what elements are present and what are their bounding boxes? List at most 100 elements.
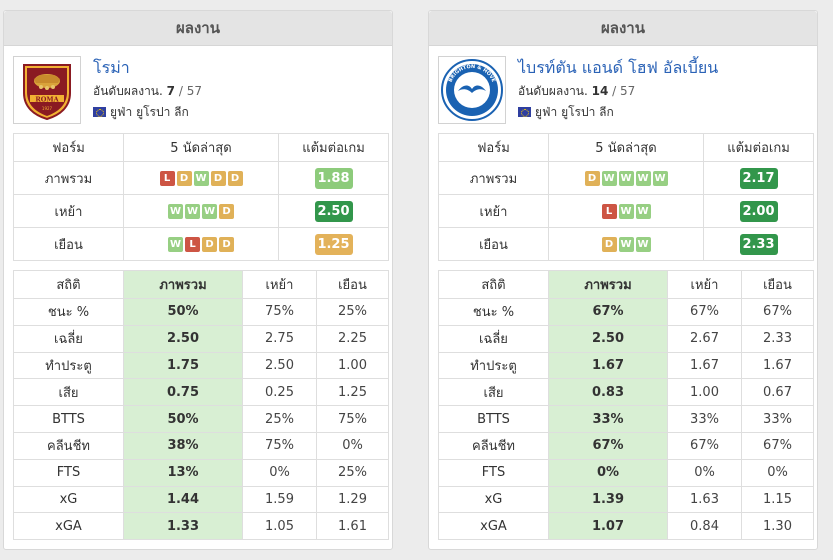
stat-label: คลีนชีท bbox=[13, 431, 124, 460]
stat-label: ทำประตู bbox=[438, 351, 549, 380]
result-badge[interactable]: W bbox=[193, 170, 209, 186]
result-badge[interactable]: D bbox=[219, 236, 234, 252]
stats-row: ชนะ % 67% 67% 67% bbox=[438, 298, 814, 326]
result-badge[interactable]: W bbox=[202, 203, 217, 219]
result-badge[interactable]: W bbox=[618, 170, 634, 186]
stat-value: 75% bbox=[316, 405, 389, 433]
stat-value: 33% bbox=[548, 405, 668, 433]
result-badge[interactable]: W bbox=[618, 236, 634, 252]
stat-label: เฉลี่ย bbox=[13, 324, 124, 353]
rank-label: อันดับผลงาน. bbox=[93, 84, 163, 98]
result-badge[interactable]: W bbox=[635, 203, 651, 219]
ppg-cell: 2.33 bbox=[703, 227, 814, 261]
result-badge[interactable]: W bbox=[185, 203, 200, 219]
stat-value: 67% bbox=[741, 431, 814, 460]
result-badge[interactable]: D bbox=[202, 236, 217, 252]
result-badge[interactable]: D bbox=[584, 170, 600, 186]
ppg-cell: 1.88 bbox=[278, 161, 389, 195]
result-badge[interactable]: W bbox=[635, 236, 651, 252]
result-badge[interactable]: D bbox=[219, 203, 234, 219]
result-badge[interactable]: W bbox=[601, 170, 617, 186]
panel-title: ผลงาน bbox=[4, 11, 392, 46]
roma-crest-icon[interactable]: ROMA 1927 bbox=[13, 56, 81, 124]
result-badge[interactable]: W bbox=[168, 203, 183, 219]
stat-value: 1.61 bbox=[316, 512, 389, 541]
svg-text:1927: 1927 bbox=[42, 106, 53, 111]
stat-value: 67% bbox=[548, 431, 668, 460]
result-badge[interactable]: L bbox=[601, 203, 617, 219]
form-header-ppg: แต้มต่อเกม bbox=[278, 133, 389, 162]
result-badge[interactable]: L bbox=[159, 170, 175, 186]
result-badge[interactable]: W bbox=[652, 170, 668, 186]
rank-total: / 57 bbox=[175, 84, 202, 98]
ppg-cell: 2.50 bbox=[278, 194, 389, 228]
svg-text:ALBION: ALBION bbox=[461, 101, 483, 110]
result-badge[interactable]: L bbox=[185, 236, 200, 252]
stat-value: 0.84 bbox=[667, 512, 742, 541]
stat-value: 25% bbox=[242, 405, 317, 433]
stats-row: คลีนชีท 67% 67% 67% bbox=[438, 431, 814, 460]
stat-value: 2.67 bbox=[667, 324, 742, 353]
form-header-form: ฟอร์ม bbox=[438, 133, 549, 162]
team-league[interactable]: ยูฟ่า ยูโรปา ลีก bbox=[518, 103, 614, 122]
form-header-row: ฟอร์ม 5 นัดล่าสุด แต้มต่อเกม bbox=[438, 133, 814, 162]
team-league[interactable]: ยูฟ่า ยูโรปา ลีก bbox=[93, 103, 189, 122]
stat-value: 13% bbox=[123, 458, 243, 487]
stat-value: 25% bbox=[316, 298, 389, 326]
stats-header-row: สถิติ ภาพรวม เหย้า เยือน bbox=[438, 270, 814, 299]
stat-label: ทำประตู bbox=[13, 351, 124, 380]
stat-value: 0% bbox=[242, 458, 317, 487]
stats-row: xG 1.44 1.59 1.29 bbox=[13, 485, 389, 514]
stat-value: 75% bbox=[242, 431, 317, 460]
stat-value: 0.83 bbox=[548, 378, 668, 407]
stat-value: 2.50 bbox=[123, 324, 243, 353]
form-row-label: ภาพรวม bbox=[438, 161, 549, 195]
result-badge[interactable]: D bbox=[601, 236, 617, 252]
brighton-crest-icon[interactable]: BRIGHTON & HOVE ALBION bbox=[438, 56, 506, 124]
ppg-cell: 1.25 bbox=[278, 227, 389, 261]
team-rank: อันดับผลงาน. 7 / 57 bbox=[93, 82, 202, 101]
stat-value: 1.15 bbox=[741, 485, 814, 514]
stat-value: 1.44 bbox=[123, 485, 243, 514]
team-header: ROMA 1927 โรม่า อันดับผลงาน. 7 / 57 ยูฟ่… bbox=[4, 46, 392, 130]
stat-value: 0% bbox=[316, 431, 389, 460]
result-badge[interactable]: D bbox=[227, 170, 243, 186]
result-badge[interactable]: D bbox=[176, 170, 192, 186]
team-name-link[interactable]: โรม่า bbox=[93, 58, 130, 77]
form-header-last5: 5 นัดล่าสุด bbox=[123, 133, 279, 162]
stats-row: คลีนชีท 38% 75% 0% bbox=[13, 431, 389, 460]
stat-label: ชนะ % bbox=[13, 298, 124, 326]
stat-label: BTTS bbox=[438, 405, 549, 433]
eu-flag-icon bbox=[93, 107, 106, 117]
stat-value: 33% bbox=[741, 405, 814, 433]
result-badge[interactable]: W bbox=[618, 203, 634, 219]
ppg-badge: 1.88 bbox=[314, 167, 353, 189]
result-badge[interactable]: W bbox=[168, 236, 183, 252]
stats-row: ชนะ % 50% 75% 25% bbox=[13, 298, 389, 326]
stats-row: BTTS 50% 25% 75% bbox=[13, 405, 389, 433]
stat-value: 0.67 bbox=[741, 378, 814, 407]
stat-value: 2.25 bbox=[316, 324, 389, 353]
rank-label: อันดับผลงาน. bbox=[518, 84, 588, 98]
stat-value: 67% bbox=[548, 298, 668, 326]
stat-value: 1.07 bbox=[548, 512, 668, 541]
stats-table: สถิติ ภาพรวม เหย้า เยือน ชนะ % 50% 75% 25% เ… bbox=[13, 270, 389, 541]
team-name-link[interactable]: ไบรท์ตัน แอนด์ โฮฟ อัลเบี้ยน bbox=[518, 58, 719, 77]
stat-label: FTS bbox=[438, 458, 549, 487]
stats-header: เยือน bbox=[316, 270, 389, 299]
stat-label: xG bbox=[13, 485, 124, 514]
result-badge[interactable]: W bbox=[635, 170, 651, 186]
ppg-badge: 2.33 bbox=[739, 233, 778, 255]
result-badge[interactable]: D bbox=[210, 170, 226, 186]
stat-value: 1.63 bbox=[667, 485, 742, 514]
